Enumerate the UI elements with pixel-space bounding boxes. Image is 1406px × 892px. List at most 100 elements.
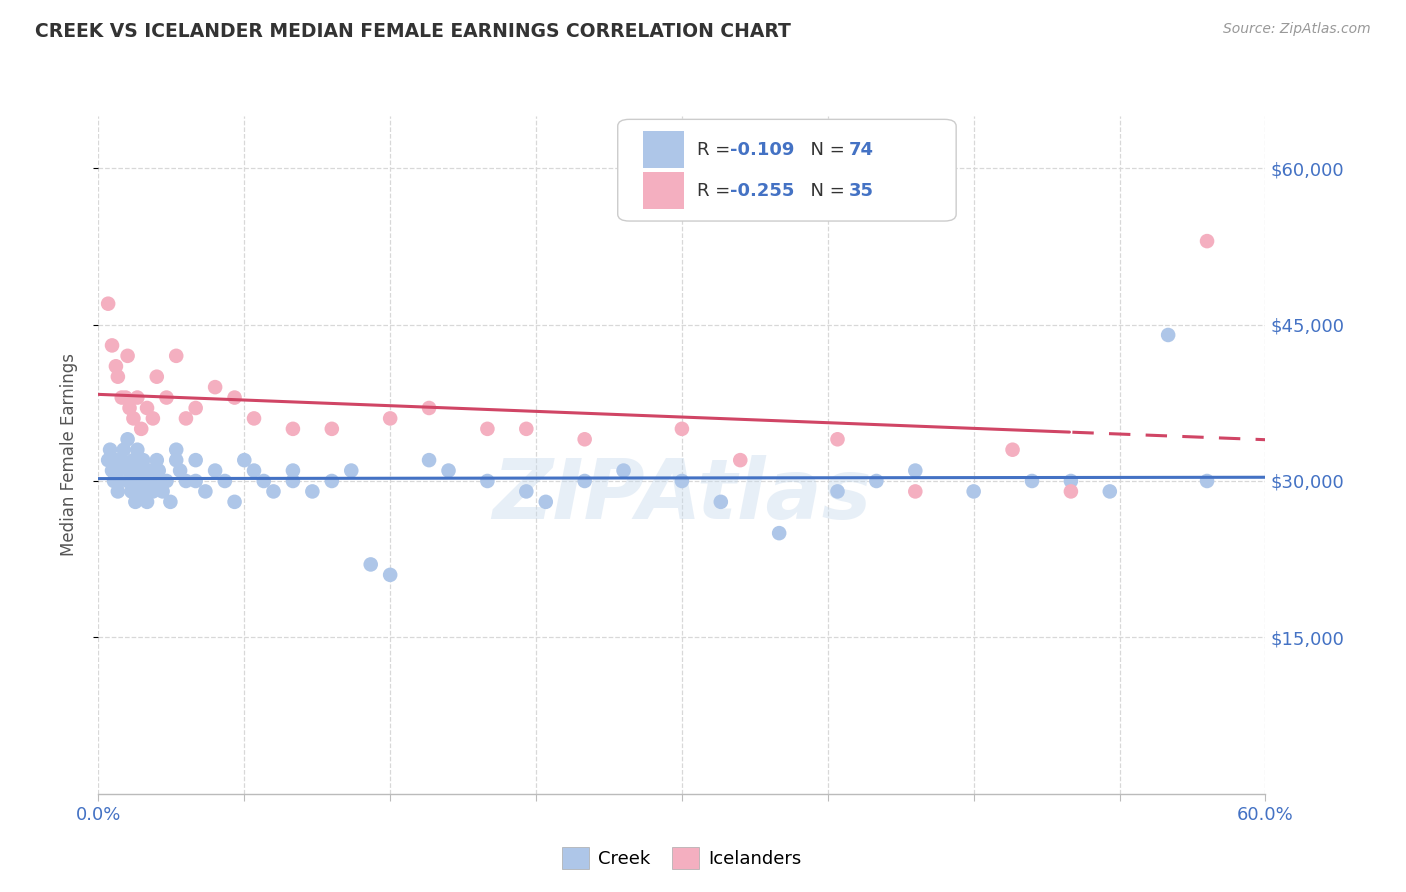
Point: [101, 338, 124, 352]
Point: [1195, 234, 1218, 248]
Point: [138, 464, 160, 478]
Point: [129, 484, 152, 499]
Point: [1060, 484, 1083, 499]
Text: -0.109: -0.109: [730, 141, 794, 159]
Point: [107, 369, 129, 384]
Text: 74: 74: [849, 141, 873, 159]
Point: [184, 453, 207, 467]
Point: [101, 464, 124, 478]
Point: [146, 474, 169, 488]
Point: [155, 474, 177, 488]
Point: [671, 474, 693, 488]
Point: [224, 391, 246, 405]
Point: [111, 453, 134, 467]
FancyBboxPatch shape: [644, 131, 685, 169]
Point: [865, 474, 887, 488]
Point: [97, 453, 120, 467]
Point: [204, 380, 226, 394]
Point: [214, 474, 236, 488]
Point: [321, 422, 343, 436]
Point: [613, 464, 636, 478]
Point: [418, 401, 440, 415]
Point: [281, 422, 304, 436]
Point: [253, 474, 276, 488]
Point: [129, 464, 152, 478]
Point: [152, 484, 174, 499]
Point: [127, 442, 149, 457]
Point: [1021, 474, 1043, 488]
FancyBboxPatch shape: [644, 172, 685, 210]
Point: [107, 484, 129, 499]
Point: [184, 474, 207, 488]
Point: [107, 474, 129, 488]
Point: [165, 442, 187, 457]
Point: [477, 474, 499, 488]
Point: [117, 349, 139, 363]
Text: 35: 35: [849, 182, 873, 200]
Point: [534, 495, 557, 509]
Point: [118, 464, 141, 478]
Point: [136, 495, 159, 509]
Point: [136, 474, 159, 488]
Point: [184, 401, 207, 415]
Point: [477, 422, 499, 436]
Point: [142, 411, 165, 425]
Legend: Creek, Icelanders: Creek, Icelanders: [555, 840, 808, 876]
Point: [98, 442, 121, 457]
Point: [165, 349, 187, 363]
Point: [159, 495, 181, 509]
Point: [962, 484, 984, 499]
Point: [127, 464, 149, 478]
Point: [117, 432, 139, 446]
Point: [107, 464, 129, 478]
Point: [127, 391, 149, 405]
Text: CREEK VS ICELANDER MEDIAN FEMALE EARNINGS CORRELATION CHART: CREEK VS ICELANDER MEDIAN FEMALE EARNING…: [35, 22, 792, 41]
Text: -0.255: -0.255: [730, 182, 794, 200]
Point: [132, 453, 155, 467]
Point: [768, 526, 790, 541]
Point: [146, 453, 169, 467]
Point: [437, 464, 460, 478]
Point: [139, 474, 162, 488]
Text: N =: N =: [799, 141, 851, 159]
Point: [574, 432, 596, 446]
Point: [122, 411, 145, 425]
Point: [281, 464, 304, 478]
Point: [1060, 474, 1083, 488]
Point: [136, 401, 159, 415]
Point: [148, 464, 170, 478]
Point: [378, 411, 402, 425]
Y-axis label: Median Female Earnings: Median Female Earnings: [59, 353, 77, 557]
Point: [129, 422, 152, 436]
Point: [103, 474, 125, 488]
Text: R =: R =: [697, 182, 737, 200]
Point: [1157, 328, 1180, 343]
Text: ZIPAtlas: ZIPAtlas: [492, 455, 872, 536]
Point: [418, 453, 440, 467]
Point: [165, 453, 187, 467]
Point: [233, 453, 256, 467]
Point: [243, 411, 266, 425]
Point: [122, 453, 145, 467]
Point: [224, 495, 246, 509]
Point: [710, 495, 733, 509]
Point: [243, 464, 266, 478]
Point: [174, 411, 197, 425]
Point: [112, 442, 135, 457]
Point: [574, 474, 596, 488]
Point: [360, 558, 382, 572]
Point: [1195, 474, 1218, 488]
Point: [128, 474, 150, 488]
Point: [301, 484, 323, 499]
Point: [114, 391, 136, 405]
Point: [194, 484, 217, 499]
Point: [515, 422, 537, 436]
Point: [146, 369, 169, 384]
Point: [169, 464, 191, 478]
Point: [124, 495, 146, 509]
Point: [671, 422, 693, 436]
Text: Source: ZipAtlas.com: Source: ZipAtlas.com: [1223, 22, 1371, 37]
Point: [104, 453, 127, 467]
Point: [97, 296, 120, 310]
Text: N =: N =: [799, 182, 851, 200]
